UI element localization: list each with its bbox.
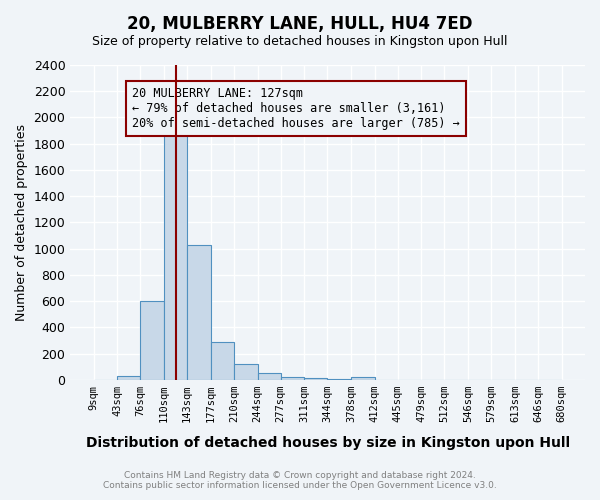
Bar xyxy=(351,377,375,380)
Bar xyxy=(281,377,304,380)
Bar xyxy=(211,342,234,380)
Bar xyxy=(257,373,281,380)
Bar xyxy=(327,379,351,380)
X-axis label: Distribution of detached houses by size in Kingston upon Hull: Distribution of detached houses by size … xyxy=(86,436,570,450)
Bar xyxy=(234,364,257,380)
Text: 20 MULBERRY LANE: 127sqm
← 79% of detached houses are smaller (3,161)
20% of sem: 20 MULBERRY LANE: 127sqm ← 79% of detach… xyxy=(132,87,460,130)
Y-axis label: Number of detached properties: Number of detached properties xyxy=(15,124,28,321)
Text: Size of property relative to detached houses in Kingston upon Hull: Size of property relative to detached ho… xyxy=(92,35,508,48)
Bar xyxy=(304,378,327,380)
Text: 20, MULBERRY LANE, HULL, HU4 7ED: 20, MULBERRY LANE, HULL, HU4 7ED xyxy=(127,15,473,33)
Bar xyxy=(118,376,140,380)
Text: Contains HM Land Registry data © Crown copyright and database right 2024.
Contai: Contains HM Land Registry data © Crown c… xyxy=(103,470,497,490)
Bar xyxy=(164,130,187,380)
Bar xyxy=(140,301,164,380)
Bar xyxy=(187,244,211,380)
